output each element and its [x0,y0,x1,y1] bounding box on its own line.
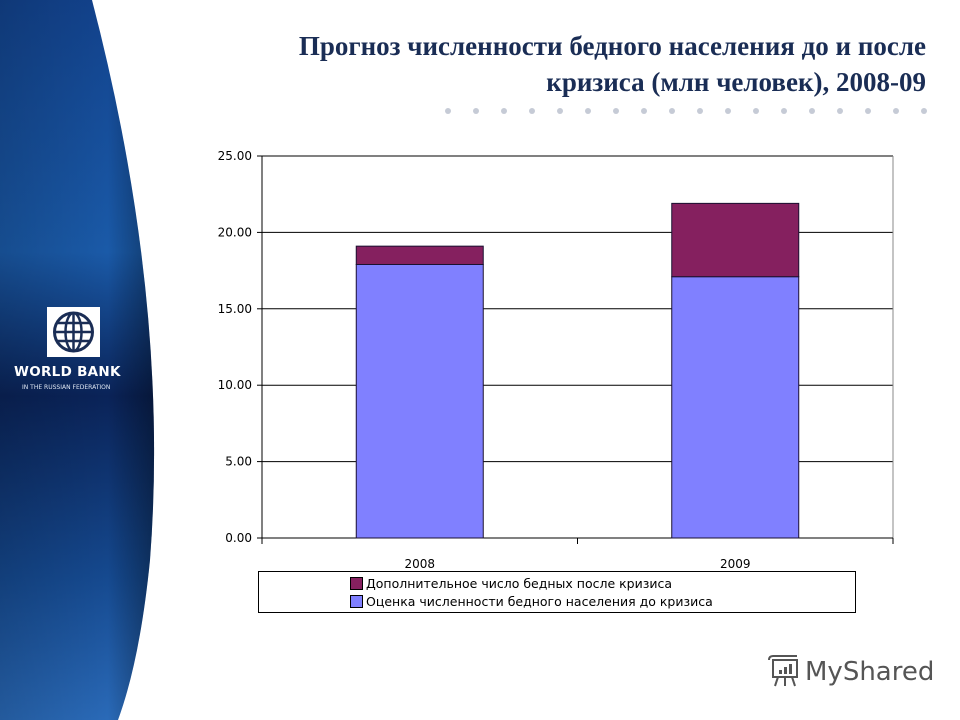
globe-icon [53,311,94,353]
title-line-2: кризиса (млн человек), 2008-09 [546,67,926,97]
legend-item-before: Оценка численности бедного населения до … [350,593,713,609]
slide-title: Прогноз численности бедного населения до… [166,28,926,100]
legend-item-additional: Дополнительное число бедных после кризис… [350,575,672,591]
y-tick-label: 5.00 [225,455,252,469]
legend-label-before: Оценка численности бедного населения до … [366,593,713,609]
y-tick-label: 25.00 [218,149,252,163]
y-tick-label: 10.00 [218,378,252,392]
logo-subtitle: IN THE RUSSIAN FEDERATION [22,384,111,391]
legend-label-additional: Дополнительное число бедных после кризис… [366,575,673,591]
watermark-text: MyShared [805,657,935,687]
legend-swatch-before [350,594,363,608]
legend-swatch-additional [350,576,363,590]
bar-segment-2009-0 [671,276,800,539]
chart-legend: Дополнительное число бедных после кризис… [258,571,856,613]
presentation-board-icon [768,655,798,687]
y-tick-label: 20.00 [218,225,252,239]
logo-name: WORLD BANK [14,364,121,380]
world-bank-logo [47,307,100,357]
x-category-label: 2008 [404,557,435,571]
decorative-dots [445,108,927,114]
myshared-watermark: MyShared [767,655,934,689]
title-line-1: Прогноз численности бедного населения до… [298,31,926,61]
bar-segment-2009-1 [671,202,800,278]
y-tick-label: 15.00 [218,302,252,316]
bar-segment-2008-0 [355,263,484,539]
bar-segment-2008-1 [355,245,484,265]
x-category-label: 2009 [720,557,751,571]
y-tick-label: 0.00 [225,531,252,545]
